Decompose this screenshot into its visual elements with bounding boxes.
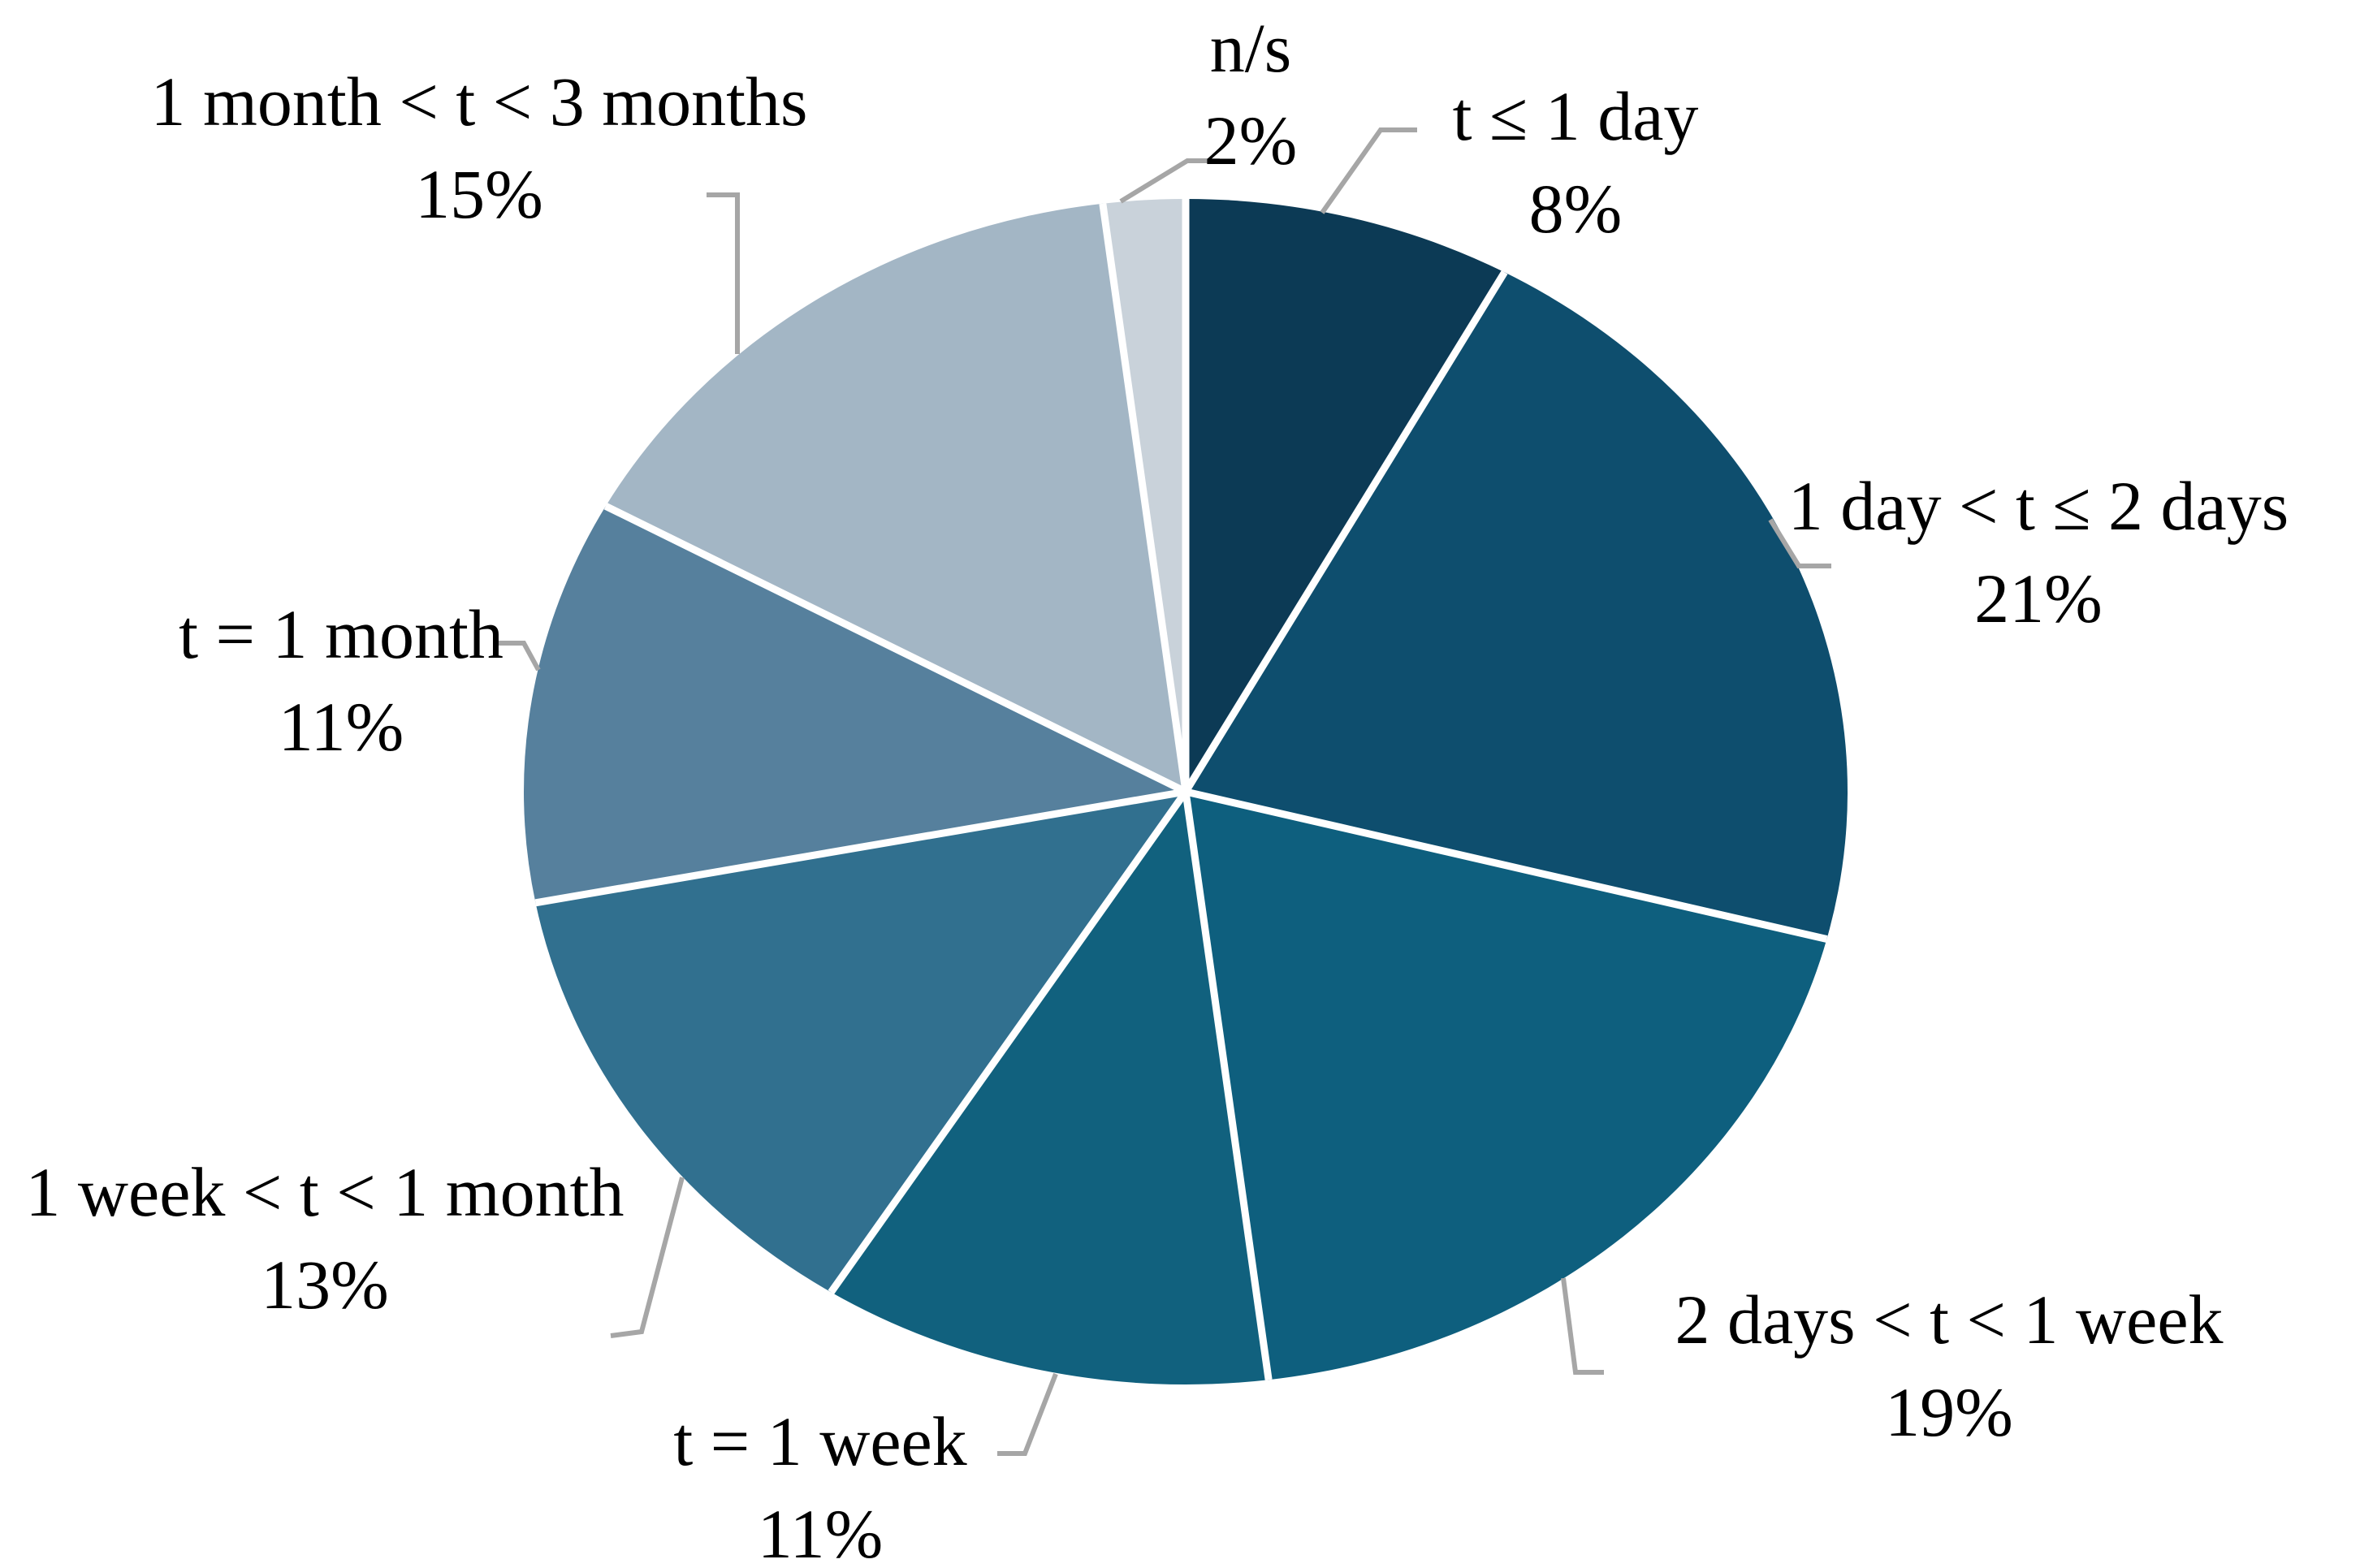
leader-line [610, 1177, 685, 1338]
pie-slice-6 [605, 203, 1186, 792]
slice-percent-text: 11% [278, 687, 404, 766]
leader-line [1768, 518, 1831, 568]
pie-slice-4 [535, 792, 1186, 1293]
slice-label-text: t = 1 week [673, 1402, 967, 1480]
leader-line [1320, 127, 1417, 214]
slice-label-text: 1 month < t < 3 months [150, 63, 808, 140]
slice-label-1-3-months: 1 month < t < 3 months 15% [151, 58, 808, 238]
leader-line [497, 641, 541, 672]
slice-label-t-le-1-day: t ≤ 1 day 8% [1453, 73, 1699, 253]
slice-label-t-1-month: t = 1 month 11% [179, 591, 504, 771]
pie-slice-1 [1186, 272, 1848, 940]
slice-label-t-1-week: t = 1 week 11% [673, 1398, 966, 1568]
leader-line [997, 1372, 1058, 1456]
pie-slice-5 [523, 506, 1186, 903]
slice-percent-text: 2% [1204, 101, 1298, 179]
slice-label-1-2-days: 1 day < t ≤ 2 days 21% [1788, 463, 2289, 642]
slice-label-text: 1 week < t < 1 month [25, 1153, 625, 1231]
slice-percent-text: 13% [261, 1245, 389, 1324]
slice-divider [828, 789, 1189, 1294]
slice-divider [1182, 270, 1508, 794]
slice-label-text: t ≤ 1 day [1452, 77, 1699, 155]
slice-label-text: n/s [1209, 9, 1292, 87]
slice-percent-text: 8% [1528, 169, 1623, 248]
slice-percent-text: 19% [1885, 1372, 2013, 1451]
slice-label-text: 1 day < t ≤ 2 days [1787, 467, 2289, 545]
leader-line [1119, 158, 1220, 204]
slice-percent-text: 21% [1974, 559, 2103, 637]
slice-label-1-week-1-month: 1 week < t < 1 month 13% [25, 1149, 624, 1328]
slice-label-2-days-1-week: 2 days < t < 1 week 19% [1675, 1276, 2224, 1456]
slice-label-text: 2 days < t < 1 week [1675, 1281, 2224, 1359]
slice-divider [534, 788, 1186, 907]
slice-divider [1182, 791, 1273, 1380]
slice-label-ns: n/s 2% [1204, 5, 1298, 184]
pie-slice-2 [1186, 792, 1827, 1380]
leader-line [707, 192, 740, 354]
pie-slice-0 [1186, 199, 1505, 792]
slice-percent-text: 11% [757, 1494, 884, 1568]
pie-slice-3 [831, 792, 1269, 1385]
slice-divider [1099, 203, 1190, 793]
leader-line [1561, 1277, 1604, 1375]
slice-label-text: t = 1 month [179, 595, 504, 673]
slice-percent-text: 15% [415, 154, 543, 233]
slice-divider [603, 503, 1187, 796]
slice-divider [1184, 788, 1828, 943]
